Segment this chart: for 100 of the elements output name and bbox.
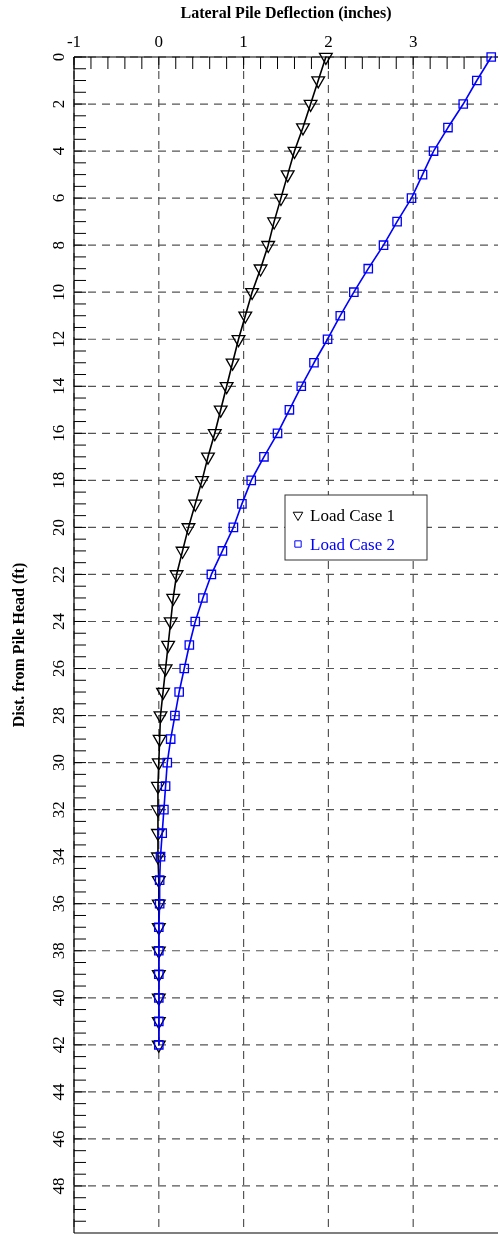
y-tick-label: 20 <box>49 518 68 536</box>
point <box>471 75 482 86</box>
point <box>296 381 307 392</box>
point <box>159 804 169 815</box>
point <box>259 452 269 462</box>
point <box>158 664 173 677</box>
x-axis-title: Lateral Pile Deflection (inches) <box>180 4 392 22</box>
point <box>156 687 171 701</box>
point <box>175 546 190 559</box>
point <box>195 476 210 489</box>
point <box>161 640 176 653</box>
point <box>309 357 319 368</box>
y-tick-label: 18 <box>49 471 68 489</box>
point <box>428 146 439 156</box>
point <box>237 499 247 509</box>
point <box>231 334 246 348</box>
point <box>165 734 176 744</box>
point <box>219 381 234 395</box>
point <box>246 475 257 486</box>
y-tick-label: 30 <box>49 754 68 772</box>
point <box>163 617 178 630</box>
y-tick-label: 32 <box>49 801 68 819</box>
point <box>162 757 173 768</box>
point <box>458 99 469 109</box>
y-tick-label: 0 <box>49 52 68 62</box>
point <box>349 287 359 298</box>
point <box>184 640 195 650</box>
point <box>181 523 196 536</box>
point <box>225 358 240 371</box>
y-tick-label: 4 <box>49 146 68 156</box>
point <box>273 193 288 207</box>
point <box>322 334 333 345</box>
x-tick-label: 2 <box>324 32 333 51</box>
y-tick-label: 6 <box>49 193 68 203</box>
point <box>406 193 417 203</box>
point <box>378 240 389 250</box>
legend-label: Load Case 2 <box>310 535 395 554</box>
point <box>318 52 333 65</box>
legend-label: Load Case 1 <box>310 506 395 525</box>
y-tick-label: 26 <box>49 660 68 678</box>
point <box>213 405 228 418</box>
point <box>261 240 276 254</box>
y-tick-label: 36 <box>49 895 68 913</box>
point <box>174 687 184 697</box>
point <box>284 404 295 415</box>
point <box>295 123 310 136</box>
point <box>166 593 181 606</box>
point <box>152 734 167 748</box>
point <box>188 499 203 512</box>
y-tick-label: 42 <box>49 1036 68 1054</box>
y-tick-label: 28 <box>49 707 68 725</box>
point <box>151 758 166 771</box>
point <box>335 310 346 321</box>
y-tick-label: 10 <box>49 283 68 301</box>
point <box>157 828 168 838</box>
point <box>153 711 168 724</box>
y-tick-label: 16 <box>49 424 68 442</box>
point <box>287 146 302 160</box>
x-tick-label: -1 <box>66 32 82 51</box>
y-tick-label: 38 <box>49 942 68 960</box>
point <box>150 828 165 842</box>
point <box>392 216 402 227</box>
point <box>198 593 208 603</box>
point <box>280 170 295 183</box>
y-axis-title: Dist. from Pile Head (ft) <box>10 562 28 728</box>
y-tick-label: 2 <box>49 99 68 109</box>
point <box>443 122 453 133</box>
y-tick-label: 48 <box>49 1177 68 1195</box>
point <box>311 76 326 89</box>
point <box>272 428 283 439</box>
y-tick-label: 12 <box>49 330 68 348</box>
point <box>160 781 171 791</box>
y-tick-label: 14 <box>49 377 68 395</box>
point <box>206 569 217 580</box>
y-tick-label: 46 <box>49 1130 68 1148</box>
y-tick-label: 40 <box>49 989 68 1007</box>
point <box>170 710 180 721</box>
x-tick-label: 3 <box>408 32 418 51</box>
point <box>207 429 222 442</box>
point <box>486 52 497 62</box>
point <box>217 546 228 556</box>
point <box>253 264 268 277</box>
y-tick-label: 22 <box>49 565 68 583</box>
point <box>228 522 239 533</box>
point <box>150 781 165 795</box>
point <box>267 217 282 230</box>
point <box>150 805 165 818</box>
x-tick-label: 0 <box>154 32 164 51</box>
point <box>200 452 215 465</box>
y-tick-label: 8 <box>49 240 68 250</box>
point <box>238 311 253 324</box>
point <box>303 99 318 113</box>
point <box>363 263 374 274</box>
y-tick-label: 44 <box>49 1082 68 1101</box>
point <box>417 169 428 180</box>
x-tick-label: 1 <box>239 32 248 51</box>
point <box>169 570 184 583</box>
point <box>190 616 201 627</box>
point <box>245 287 260 301</box>
y-tick-label: 34 <box>49 847 68 866</box>
